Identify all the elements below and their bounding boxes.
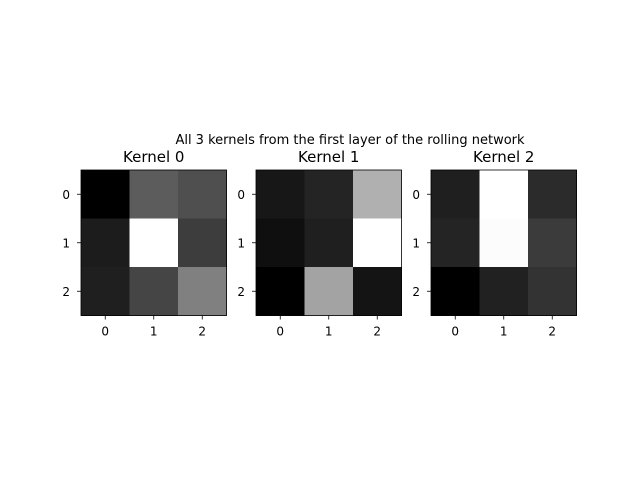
heatmap-cell (353, 218, 402, 268)
x-tick-label: 0 (451, 325, 459, 339)
y-tick-label: 2 (62, 285, 70, 299)
x-tick-label: 2 (373, 325, 381, 339)
heatmap-cell (304, 218, 354, 268)
y-tick-label: 1 (237, 236, 245, 250)
heatmap-cell (304, 267, 354, 316)
heatmap-cell (256, 267, 305, 316)
heatmap-cell (256, 170, 305, 219)
heatmap-cell (178, 267, 227, 316)
heatmap-cell (431, 170, 480, 219)
x-tick-label: 1 (150, 325, 158, 339)
heatmap-cell (304, 170, 354, 219)
heatmap-cell (256, 218, 305, 268)
heatmap-cell (479, 170, 529, 219)
heatmap-cell (129, 170, 179, 219)
heatmap-cell (479, 218, 529, 268)
heatmap-cell (81, 267, 130, 316)
y-tick-label: 1 (412, 236, 420, 250)
heatmap-cell (178, 218, 227, 268)
y-tick-label: 0 (412, 188, 420, 202)
kernel-panel-0: Kernel 0 0 1 2 0 1 2 (62, 148, 227, 339)
panel-title: Kernel 2 (473, 148, 534, 166)
heatmap-cell (479, 267, 529, 316)
heatmap-cell (353, 170, 402, 219)
y-tick-label: 2 (412, 285, 420, 299)
x-tick-label: 1 (500, 325, 508, 339)
y-tick-label: 0 (237, 188, 245, 202)
heatmap-cell (81, 218, 130, 268)
heatmap-cell (81, 170, 130, 219)
heatmap-cell (528, 170, 577, 219)
heatmap-cell (528, 218, 577, 268)
heatmap-cell (528, 267, 577, 316)
heatmap-cell (178, 170, 227, 219)
panel-title: Kernel 0 (123, 148, 184, 166)
kernel-panel-2: Kernel 2 0 1 2 0 1 2 (412, 148, 577, 339)
x-tick-label: 2 (198, 325, 206, 339)
y-tick-label: 1 (62, 236, 70, 250)
x-tick-label: 2 (548, 325, 556, 339)
heatmap-cell (431, 267, 480, 316)
kernel-panel-1: Kernel 1 0 1 2 0 1 2 (237, 148, 402, 339)
heatmap-cell (353, 267, 402, 316)
x-tick-label: 0 (101, 325, 109, 339)
heatmap-cell (129, 267, 179, 316)
panel-title: Kernel 1 (298, 148, 359, 166)
figure-suptitle: All 3 kernels from the first layer of th… (175, 133, 525, 148)
kernel-panels: Kernel 0 0 1 2 0 1 2 Kernel 1 0 1 2 0 1 2 Kernel 2 0 1 2 0… (62, 148, 577, 339)
x-tick-label: 0 (276, 325, 284, 339)
y-tick-label: 2 (237, 285, 245, 299)
heatmap-cell (431, 218, 480, 268)
x-tick-label: 1 (325, 325, 333, 339)
y-tick-label: 0 (62, 188, 70, 202)
heatmap-cell (129, 218, 179, 268)
